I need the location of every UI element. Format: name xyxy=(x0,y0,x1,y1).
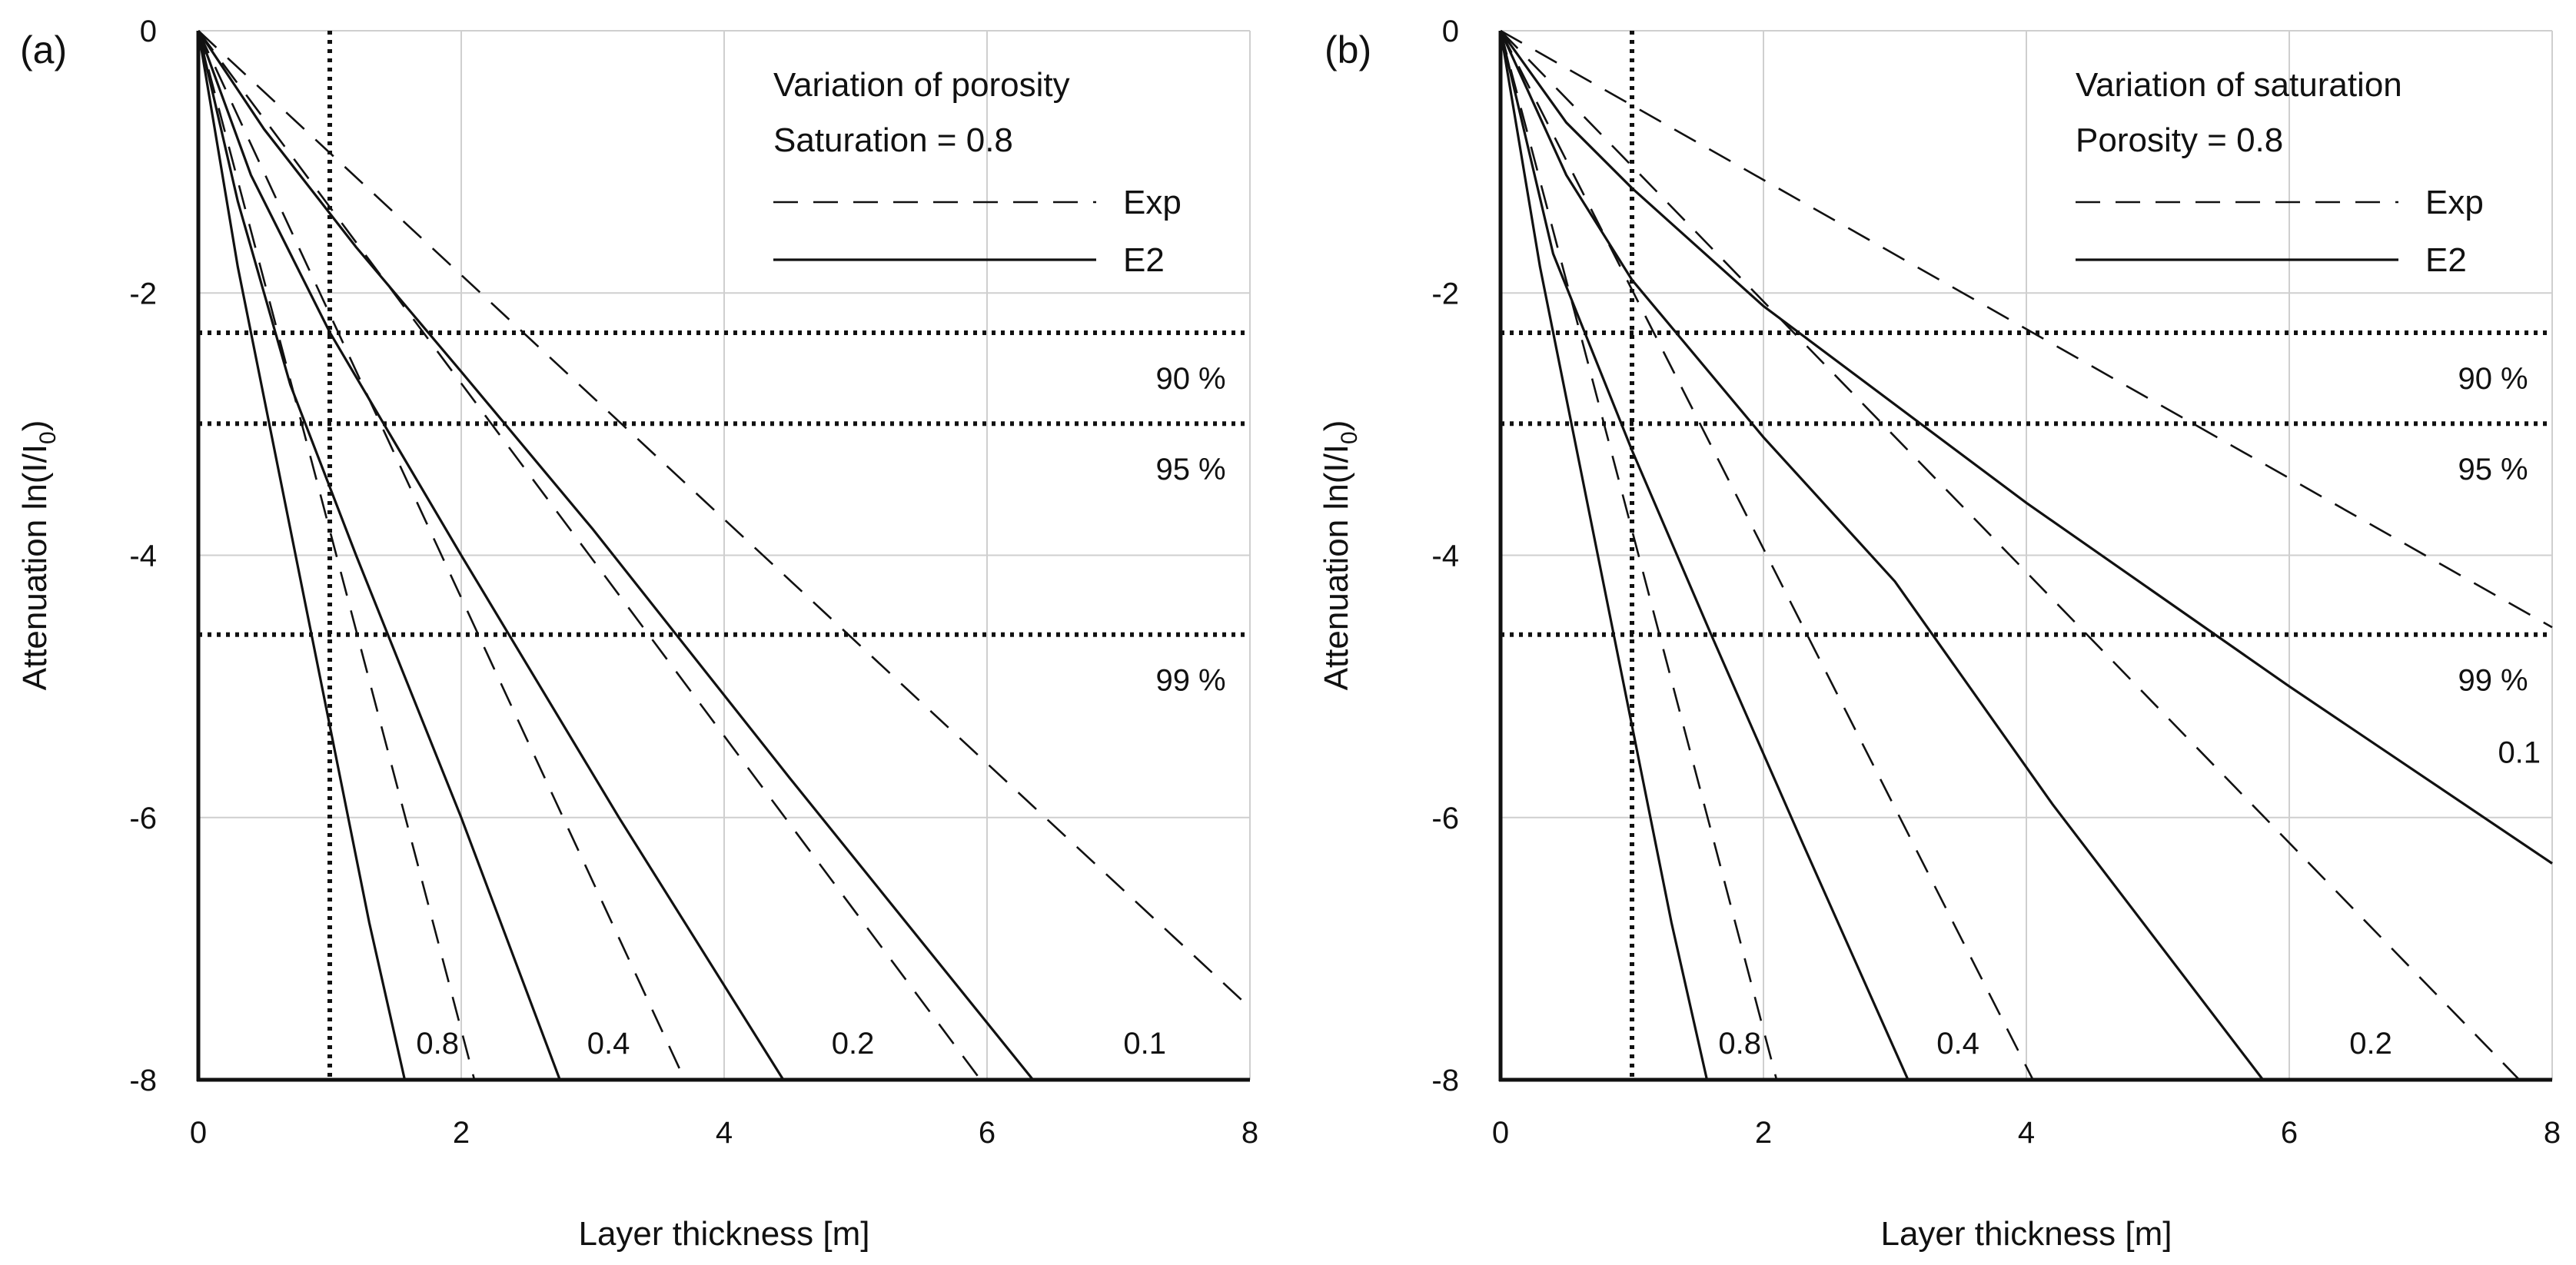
y-tick-label: -2 xyxy=(129,277,157,310)
series-exp-02 xyxy=(1500,30,2521,1081)
y-axis-title-end: ) xyxy=(16,420,54,432)
curve-label: 0.2 xyxy=(2349,1027,2392,1061)
y-axis-title-main: Attenuation ln(I/I xyxy=(16,444,54,690)
panel-a: 0 2 4 6 8 0 -2 -4 -6 -8 Layer thickness [m] Attenua… xyxy=(16,15,1258,1253)
curve-label: 0.4 xyxy=(1936,1027,1979,1061)
x-tick-label: 0 xyxy=(190,1116,207,1150)
y-tick-label: -4 xyxy=(129,540,157,573)
y-axis-title-main: Attenuation ln(I/I xyxy=(1318,444,1355,690)
y-tick-label: -4 xyxy=(1431,540,1459,573)
x-tick-label: 2 xyxy=(453,1116,470,1150)
x-axis-title: Layer thickness [m] xyxy=(1880,1215,2172,1253)
y-tick-label: -8 xyxy=(1431,1064,1459,1097)
x-tick-label: 4 xyxy=(2018,1116,2035,1150)
series-exp-08 xyxy=(197,30,476,1081)
y-axis-title: Attenuation ln(I/I0) xyxy=(1318,420,1362,691)
curve-label: 0.8 xyxy=(416,1027,459,1061)
y-axis-title: Attenuation ln(I/I0) xyxy=(16,420,61,691)
legend-title-line-1: Variation of porosity xyxy=(773,66,1070,104)
series-exp-04 xyxy=(1499,30,2034,1081)
series-e2-04 xyxy=(1499,30,1910,1081)
legend-title-line-2: Saturation = 0.8 xyxy=(773,121,1013,159)
y-axis-title-subscript: 0 xyxy=(1337,431,1362,444)
series-e2-01 xyxy=(1499,30,2553,865)
threshold-label: 99 % xyxy=(2458,664,2528,698)
series-e2-01 xyxy=(197,30,1035,1081)
y-tick-label: -6 xyxy=(129,802,157,835)
threshold-label: 95 % xyxy=(2458,453,2528,486)
legend-label-e2: E2 xyxy=(1123,241,1165,279)
panel-label: (a) xyxy=(20,28,67,71)
series-exp-08 xyxy=(1499,30,1778,1081)
x-tick-label: 0 xyxy=(1492,1116,1509,1150)
curve-label: 0.1 xyxy=(2498,735,2541,769)
legend-label-exp: Exp xyxy=(2425,184,2484,221)
y-axis-title-subscript: 0 xyxy=(35,431,61,444)
curve-label: 0.1 xyxy=(1123,1027,1166,1061)
series-exp-02 xyxy=(197,30,982,1081)
y-axis-title-end: ) xyxy=(1318,420,1355,432)
threshold-label: 99 % xyxy=(1155,664,1225,698)
panel-b: 0 2 4 6 8 0 -2 -4 -6 -8 Layer thickness [m] Attenua… xyxy=(1318,15,2561,1253)
x-axis-title: Layer thickness [m] xyxy=(578,1215,869,1253)
series-e2-02 xyxy=(197,30,785,1081)
threshold-label: 90 % xyxy=(2458,362,2528,396)
x-tick-label: 6 xyxy=(979,1116,995,1150)
x-tick-label: 4 xyxy=(716,1116,733,1150)
y-tick-label: -2 xyxy=(1431,277,1459,310)
legend-label-e2: E2 xyxy=(2425,241,2467,279)
series-e2-08 xyxy=(1499,30,1709,1081)
threshold-label: 90 % xyxy=(1155,362,1225,396)
y-tick-label: -8 xyxy=(129,1064,157,1097)
curve-label: 0.8 xyxy=(1718,1027,1761,1061)
series-e2-04 xyxy=(197,30,561,1081)
x-tick-label: 2 xyxy=(1755,1116,1772,1150)
legend-label-exp: Exp xyxy=(1123,184,1182,221)
y-tick-label: 0 xyxy=(140,15,157,48)
series-e2-08 xyxy=(197,30,407,1081)
y-tick-label: 0 xyxy=(1442,15,1459,48)
curve-label: 0.4 xyxy=(587,1027,630,1061)
x-tick-label: 8 xyxy=(1241,1116,1258,1150)
y-tick-label: -6 xyxy=(1431,802,1459,835)
curve-label: 0.2 xyxy=(832,1027,875,1061)
series-exp-04 xyxy=(197,30,686,1081)
panel-label: (b) xyxy=(1325,28,1371,71)
legend-title-line-1: Variation of saturation xyxy=(2076,66,2402,104)
legend-title-line-2: Porosity = 0.8 xyxy=(2076,121,2283,159)
series-e2-02 xyxy=(1499,30,2265,1081)
x-tick-label: 6 xyxy=(2281,1116,2298,1150)
x-tick-label: 8 xyxy=(2544,1116,2561,1150)
series-exp-01 xyxy=(1500,29,2553,629)
threshold-label: 95 % xyxy=(1155,453,1225,486)
